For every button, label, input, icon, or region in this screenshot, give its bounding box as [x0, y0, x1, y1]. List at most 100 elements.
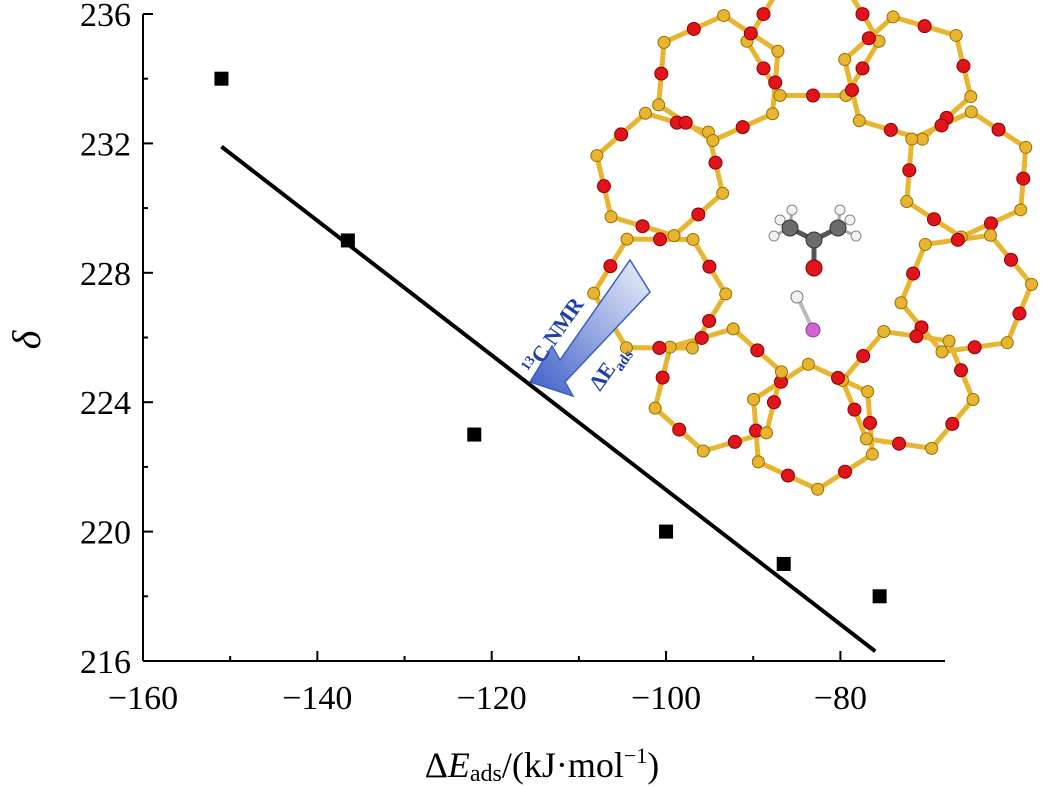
silicon-atom [942, 334, 956, 348]
silicon-atom [726, 322, 740, 336]
oxygen-atom [654, 66, 669, 81]
silicon-atom [1000, 336, 1014, 350]
silicon-atom [774, 365, 788, 379]
silicon-atom [716, 186, 730, 200]
data-points [214, 71, 887, 604]
silicon-atom [747, 392, 761, 406]
oxygen-atom [892, 436, 907, 451]
oxygen-atom [902, 163, 917, 178]
zeolite-atoms [587, 7, 1039, 496]
oxygen-atom [652, 340, 667, 355]
fit-line [220, 145, 877, 653]
oxygen-atom [756, 7, 771, 22]
oxygen-atom [855, 7, 870, 22]
oxygen-atom [708, 155, 723, 170]
silicon-atom [652, 98, 666, 112]
silicon-atom [905, 132, 919, 146]
oxygen-atom [838, 464, 853, 479]
aluminum-atom [805, 322, 821, 338]
oxygen-atom [934, 118, 949, 133]
oxygen-atom [945, 416, 960, 431]
silicon-atom [751, 455, 765, 469]
silicon-atom [894, 296, 908, 310]
silicon-atom [964, 90, 978, 104]
silicon-atom [717, 9, 731, 23]
oxygen-atom [863, 415, 878, 430]
x-tick-label: −120 [457, 680, 527, 717]
arrow-shape [528, 258, 651, 398]
silicon-atom [918, 237, 932, 251]
oxygen-atom [954, 363, 969, 378]
hydrogen-atom [834, 204, 846, 216]
y-tick-label: 220 [80, 515, 131, 552]
silicon-atom [964, 105, 978, 119]
x-tick-label: −80 [814, 680, 867, 717]
x-tick-label: −160 [108, 680, 178, 717]
oxygen-atom [847, 402, 862, 417]
oxygen-atom [750, 343, 765, 358]
hydrogen-atom [786, 204, 798, 216]
zeolite-structure-illustration [587, 0, 1039, 496]
oxygen-atom [926, 212, 941, 227]
oxygen-atom [883, 122, 898, 137]
oxygen-atom [1016, 171, 1031, 186]
carbon-atom [781, 219, 799, 237]
silicon-atom [877, 325, 891, 339]
carbon-atom [805, 231, 823, 249]
oxygen-atom [735, 120, 750, 135]
silicon-atom [620, 232, 634, 246]
y-axis-title: δ [4, 329, 49, 349]
silicon-atom [984, 228, 998, 242]
y-tick-label: 216 [80, 644, 131, 681]
oxygen-atom [672, 422, 687, 437]
silicon-atom [966, 392, 980, 406]
y-tick-label: 224 [80, 385, 131, 422]
oxygen-atom [950, 232, 965, 247]
data-point [467, 427, 482, 442]
silicon-atom [1025, 277, 1039, 291]
oxygen-atom [691, 207, 706, 222]
data-point [776, 556, 791, 571]
oxygen-atom [909, 329, 924, 344]
oxygen-atom [917, 19, 932, 34]
hydrogen-atom [774, 214, 786, 226]
x-tick-label: −140 [282, 680, 352, 717]
silicon-atom [766, 107, 780, 121]
data-point [659, 524, 674, 539]
data-point [872, 589, 887, 604]
silicon-atom [638, 106, 652, 120]
oxygen-atom [756, 61, 771, 76]
x-tick-label: −100 [631, 680, 701, 717]
oxygen-atom [991, 122, 1006, 137]
carbon-atom [829, 219, 847, 237]
nmr-energy-arrow: 13C NMR ΔEads [518, 258, 651, 398]
silicon-atom [685, 341, 699, 355]
oxygen-atom [743, 26, 758, 41]
silicon-atom [686, 232, 700, 246]
oxygen-atom [614, 127, 629, 142]
silicon-atom [811, 482, 825, 496]
oxygen-atom [702, 259, 717, 274]
oxygen-atom [983, 216, 998, 231]
oxygen-atom [727, 434, 742, 449]
silicon-atom [1014, 203, 1028, 217]
oxygen-atom [766, 395, 781, 410]
silicon-atom [773, 89, 787, 103]
y-ticks: 216 220 224 228 232 236 [80, 0, 153, 681]
y-tick-label: 232 [80, 126, 131, 163]
silicon-atom [852, 114, 866, 128]
silicon-atom [1019, 140, 1033, 154]
silicon-atom [719, 287, 733, 301]
silicon-atom [886, 10, 900, 24]
oxygen-atom [1004, 252, 1019, 267]
silicon-atom [949, 28, 963, 42]
silicon-atom [759, 426, 773, 440]
hydrogen-atom [768, 230, 780, 242]
oxygen-atom [635, 219, 650, 234]
oxygen-atom [956, 59, 971, 74]
oxygen-atom [686, 21, 701, 36]
x-ticks: −160 −140 −120 −100 −80 [108, 651, 867, 717]
silicon-atom [935, 345, 949, 359]
carbonyl-oxygen-atom [805, 259, 823, 277]
silicon-atom [801, 357, 815, 371]
